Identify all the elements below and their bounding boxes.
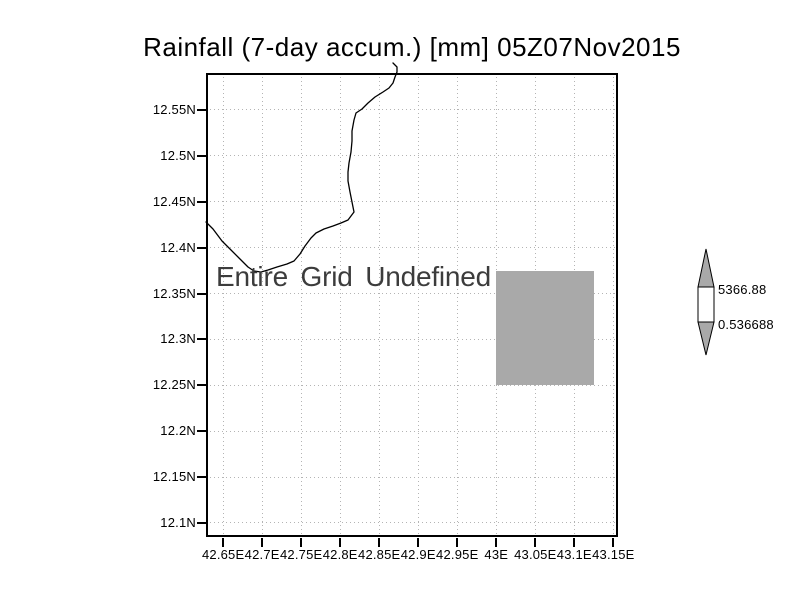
lat-tick	[197, 108, 206, 111]
lon-tick-label: 42.75E	[279, 547, 323, 562]
lon-tick	[573, 538, 576, 547]
lat-tick	[197, 384, 206, 387]
colorbar-lower-arrow-icon	[697, 321, 715, 356]
lat-gridline	[206, 109, 618, 111]
lat-tick-label: 12.55N	[152, 101, 196, 117]
lat-gridline	[206, 293, 618, 295]
lon-tick	[495, 538, 498, 547]
plot-title: Rainfall (7-day accum.) [mm] 05Z07Nov201…	[143, 32, 681, 62]
lat-tick-label: 12.1N	[160, 514, 196, 530]
colorbar-upper-arrow-icon	[697, 248, 715, 288]
lon-tick	[534, 538, 537, 547]
lat-tick-label: 12.35N	[152, 285, 196, 301]
lon-gridline	[300, 73, 302, 537]
colorbar-min-label: 0.536688	[718, 317, 774, 332]
lon-tick-label: 43E	[484, 547, 509, 562]
lon-gridline	[222, 73, 224, 537]
lon-tick-label: 43.05E	[514, 547, 557, 562]
colorbar-max-label: 5366.88	[718, 282, 767, 297]
lon-tick-label: 42.8E	[322, 547, 358, 562]
lon-gridline	[612, 73, 614, 537]
lat-tick	[197, 476, 206, 479]
lat-tick-label: 12.45N	[152, 193, 196, 209]
lon-tick	[300, 538, 303, 547]
lat-tick-label: 12.3N	[160, 331, 196, 347]
lon-tick	[456, 538, 459, 547]
undefined-data-region	[496, 270, 594, 386]
colorbar	[697, 248, 715, 356]
lat-tick-label: 12.5N	[160, 147, 196, 163]
undefined-grid-label: Entire Grid Undefined	[216, 261, 492, 292]
lon-gridline	[378, 73, 380, 537]
lat-tick	[197, 430, 206, 433]
lon-tick-label: 42.9E	[400, 547, 436, 562]
lat-tick	[197, 338, 206, 341]
lon-gridline	[456, 73, 458, 537]
lat-gridline	[206, 430, 618, 432]
lat-gridline	[206, 155, 618, 157]
lon-tick	[612, 538, 615, 547]
lat-tick-label: 12.25N	[152, 377, 196, 393]
colorbar-bar	[697, 286, 715, 323]
lat-gridline	[206, 522, 618, 524]
lon-tick-label: 43.1E	[556, 547, 592, 562]
lat-tick-label: 12.4N	[160, 239, 196, 255]
lat-tick	[197, 246, 206, 249]
lon-gridline	[261, 73, 263, 537]
lat-tick	[197, 292, 206, 295]
lon-gridline	[417, 73, 419, 537]
lat-gridline	[206, 476, 618, 478]
lat-tick	[197, 200, 206, 203]
lat-tick	[197, 521, 206, 524]
lat-gridline	[206, 384, 618, 386]
lon-tick-label: 43.15E	[592, 547, 635, 562]
lon-tick	[378, 538, 381, 547]
lat-tick-label: 12.2N	[160, 423, 196, 439]
lat-tick-label: 12.15N	[152, 469, 196, 485]
lon-tick-label: 42.95E	[436, 547, 479, 562]
lon-tick	[339, 538, 342, 547]
lon-gridline	[339, 73, 341, 537]
lon-tick-label: 42.65E	[201, 547, 245, 562]
lat-gridline	[206, 338, 618, 340]
lon-tick	[222, 538, 225, 547]
lon-tick-label: 42.7E	[244, 547, 280, 562]
lat-gridline	[206, 247, 618, 249]
lon-tick	[261, 538, 264, 547]
lon-tick	[417, 538, 420, 547]
lat-tick	[197, 154, 206, 157]
lat-gridline	[206, 201, 618, 203]
lon-tick-label: 42.85E	[358, 547, 401, 562]
